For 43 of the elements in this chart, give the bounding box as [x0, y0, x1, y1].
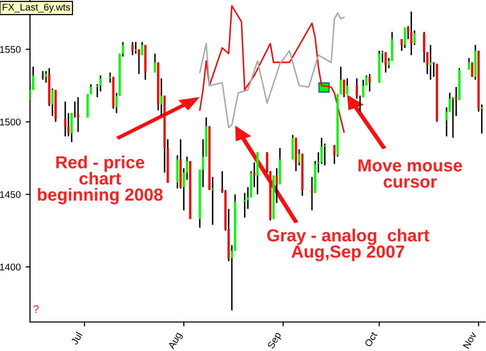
candlestick: [90, 83, 92, 95]
y-tick-label: 1550: [0, 46, 21, 53]
annotation: Gray - analog chart Aug,Sep 2007: [267, 228, 430, 262]
candlestick: [471, 62, 474, 78]
y-tick-label: 1450: [0, 191, 21, 198]
annotation: Move mouse cursor: [358, 159, 462, 188]
y-tick-label: 1500: [0, 118, 21, 126]
candlestick: [346, 78, 348, 95]
candlestick: [134, 41, 137, 54]
candlestick: [298, 148, 300, 166]
candlestick: [480, 104, 483, 134]
x-tick-label: Jul: [70, 332, 82, 346]
annotation: ?: [33, 305, 39, 313]
candlestick: [452, 96, 454, 138]
annotation: FX_Last_6y.wts: [2, 4, 70, 13]
candlestick: [212, 176, 214, 226]
candlestick: [410, 10, 412, 56]
candlestick: [131, 41, 134, 56]
candlestick: [141, 41, 144, 56]
candlestick: [64, 100, 66, 138]
candlestick: [160, 78, 162, 117]
x-tick-label: Sep: [267, 332, 283, 350]
candlestick: [400, 38, 403, 52]
candlestick: [340, 66, 342, 95]
candlestick: [76, 96, 80, 133]
candlestick: [253, 162, 256, 188]
candlestick: [429, 44, 432, 80]
candlestick: [176, 154, 179, 190]
candlestick: [42, 70, 44, 80]
candlestick: [44, 70, 48, 84]
annotation: Red - price chart beginning 2008: [38, 156, 163, 204]
candlestick: [108, 72, 112, 84]
candlestick: [362, 79, 364, 98]
x-tick-label: Oct: [364, 331, 378, 348]
candlestick: [356, 78, 358, 100]
candlestick: [384, 52, 387, 74]
candlestick: [292, 134, 294, 160]
candlestick: [276, 168, 278, 204]
candlestick: [368, 73, 371, 92]
candlestick: [86, 94, 89, 118]
y-tick-label: 1400: [0, 264, 21, 270]
candlestick: [310, 176, 314, 212]
candlestick: [404, 26, 406, 49]
